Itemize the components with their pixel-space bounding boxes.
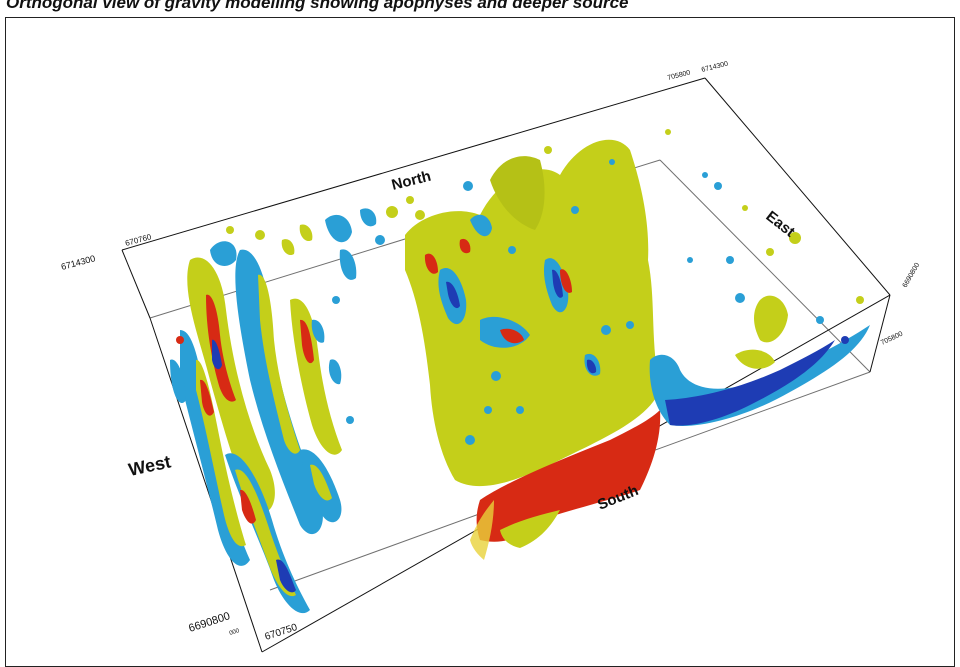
box-edge-top-east <box>704 77 891 296</box>
central-anomaly-body <box>405 139 660 487</box>
box-edge-west-front <box>149 317 263 653</box>
box-edge-top-north <box>121 77 706 251</box>
coordinate-ne-easting: 705800 <box>667 69 691 81</box>
figure-title: Orthogonal view of gravity modelling sho… <box>6 0 629 12</box>
box-edge-east-vertical <box>869 294 891 373</box>
coordinate-se-northing: 6690800 <box>902 262 922 289</box>
eastern-anomaly-bodies <box>649 129 870 426</box>
western-anomaly-bodies <box>170 196 414 614</box>
deeper-source-body <box>470 410 661 560</box>
coordinate-sw-northing: 6690800 <box>187 610 231 635</box>
box-edge-inner-east <box>659 159 871 373</box>
west-label: West <box>127 451 173 479</box>
coordinate-nw-northing: 6714300 <box>60 253 96 272</box>
coordinate-sw-easting: 670750 <box>264 622 300 643</box>
box-edge-west-vertical <box>121 249 151 319</box>
coordinate-sw-small: 000 <box>229 628 241 637</box>
coordinate-se-easting: 705800 <box>880 331 904 347</box>
north-label: North <box>390 168 433 194</box>
coordinate-ne-northing: 6714300 <box>701 61 729 74</box>
